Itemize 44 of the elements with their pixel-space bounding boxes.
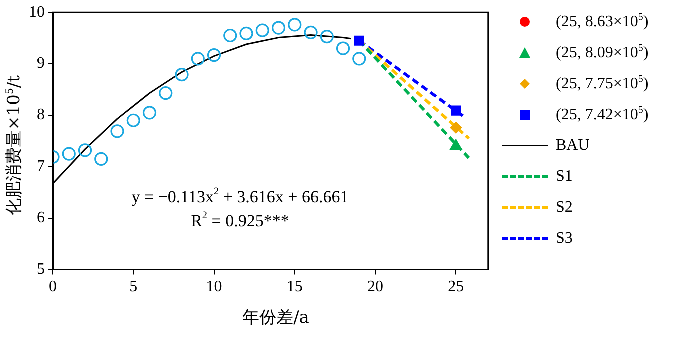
point [272, 21, 286, 35]
legend-label: S1 [556, 168, 573, 186]
y-tick-label: 8 [37, 106, 45, 124]
point [288, 18, 302, 32]
legend-label: (25, 8.09×10$^{5}$) [556, 42, 649, 62]
point [304, 26, 318, 40]
point [207, 48, 222, 62]
x-tick-label: 0 [49, 278, 57, 296]
point [191, 52, 205, 66]
y-tick-label: 7 [37, 158, 45, 176]
legend-label: S2 [556, 198, 573, 216]
legend-label: S3 [556, 230, 573, 248]
point [336, 42, 350, 56]
point [142, 106, 157, 120]
x-tick-label: 5 [130, 278, 138, 296]
legend-label: BAU [556, 136, 590, 154]
x-tick-label: 15 [286, 278, 303, 296]
point [352, 52, 366, 66]
point [78, 144, 92, 158]
y-tick-label: 6 [37, 210, 45, 227]
x-axis-title: 年份差/a [242, 307, 310, 329]
x-tick-label: 10 [206, 278, 222, 296]
point [451, 106, 462, 116]
legend-label: (25, 7.75×10$^{5}$) [556, 74, 649, 94]
x-tick-label: 25 [448, 278, 464, 296]
point [175, 68, 189, 82]
y-tick-label: 10 [29, 4, 45, 21]
point [450, 140, 462, 150]
legend-label: (25, 8.63×10$^{5}$) [556, 12, 649, 32]
point [62, 147, 76, 161]
point [159, 86, 173, 100]
x-tick-label: 20 [368, 278, 384, 296]
point [354, 36, 364, 46]
point [126, 114, 140, 128]
point [240, 26, 254, 40]
point [320, 30, 334, 44]
point [450, 122, 462, 134]
point [224, 28, 238, 43]
y-tick-label: 9 [37, 55, 45, 72]
y-tick-label: 5 [37, 261, 45, 278]
legend-label: (25, 7.42×10$^{5}$) [556, 104, 649, 124]
point [94, 152, 108, 166]
point [110, 124, 124, 138]
point [256, 24, 270, 38]
